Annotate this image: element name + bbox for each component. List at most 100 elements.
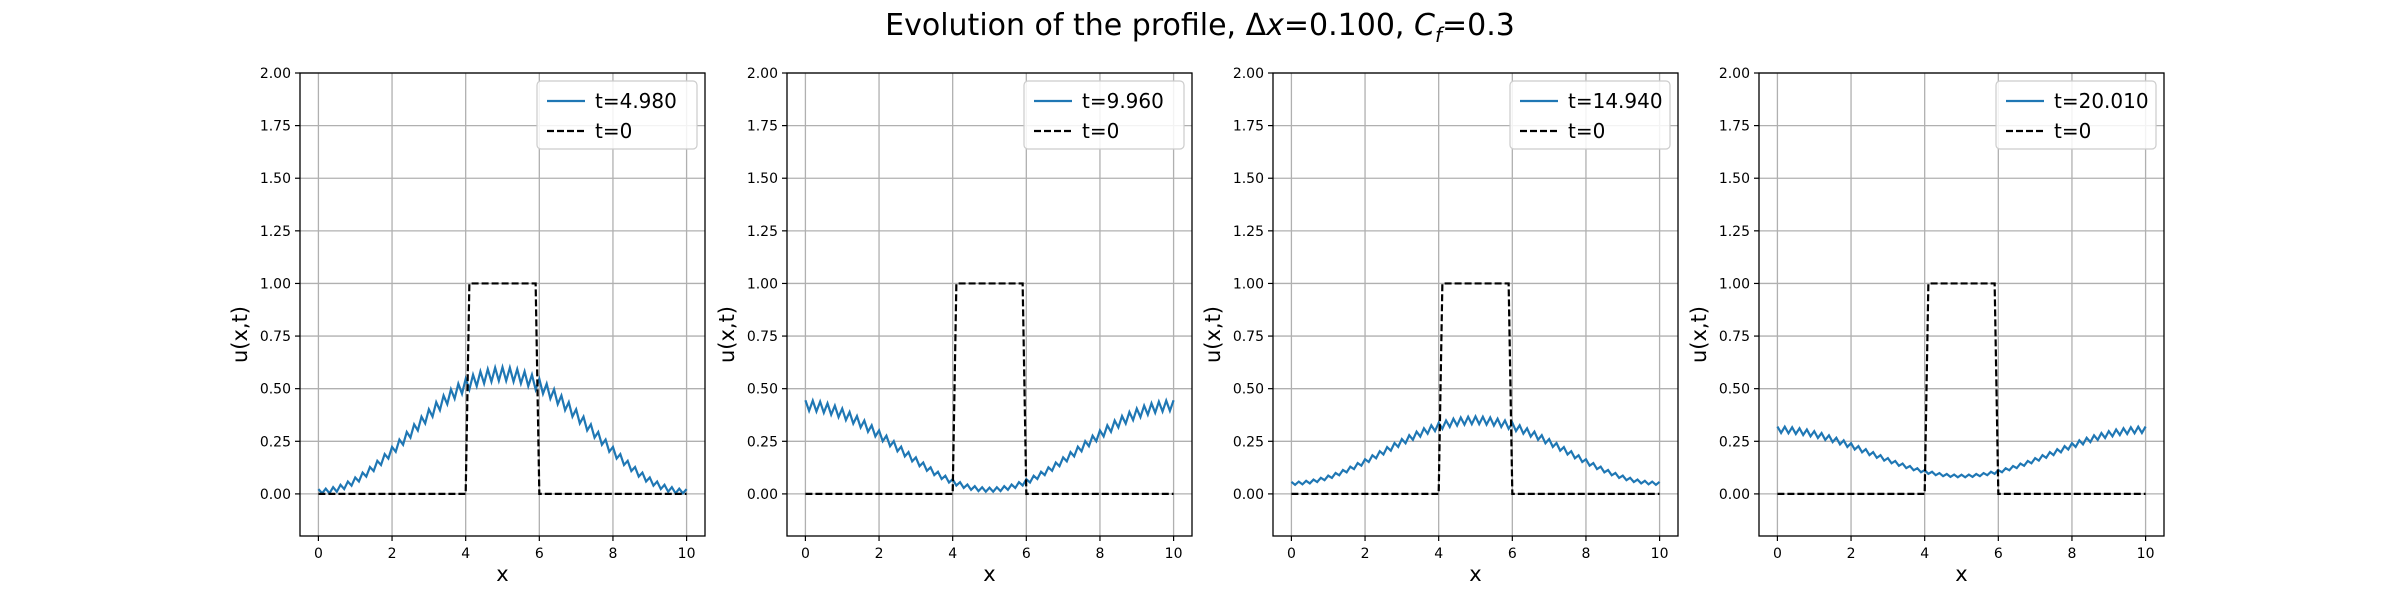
y-tick-label: 1.00 [747, 276, 778, 292]
x-tick-label: 0 [1287, 546, 1296, 562]
x-tick-label: 0 [1773, 546, 1782, 562]
axes-frame [1272, 72, 1679, 537]
x-tick-label: 8 [1581, 546, 1590, 562]
x-tick-label: 10 [2137, 546, 2155, 562]
x-tick-label: 10 [678, 546, 696, 562]
y-tick-label: 1.75 [1233, 119, 1264, 135]
x-axis-label: x [983, 562, 995, 586]
x-tick-label: 6 [535, 546, 544, 562]
title-var-x: x [1266, 8, 1284, 43]
legend-label: t=20.010 [2054, 89, 2149, 113]
y-tick-label: 1.50 [747, 171, 778, 187]
x-tick-label: 0 [801, 546, 810, 562]
legend: t=14.940 t=0 [1509, 80, 1671, 150]
legend-label: t=9.960 [1082, 89, 1164, 113]
y-tick-label: 0.25 [1719, 434, 1750, 450]
x-tick-label: 8 [608, 546, 617, 562]
y-tick-label: 0.50 [747, 382, 778, 398]
y-tick-label: 2.00 [1719, 66, 1750, 82]
y-tick-label: 2.00 [747, 66, 778, 82]
x-axis-label: x [1469, 562, 1481, 586]
x-tick-label: 0 [314, 546, 323, 562]
y-tick-label: 2.00 [260, 66, 291, 82]
y-tick-label: 0.00 [1233, 487, 1264, 503]
y-tick-label: 2.00 [1233, 66, 1264, 82]
y-tick-label: 1.75 [1719, 119, 1750, 135]
title-after-c: =0.3 [1442, 8, 1515, 43]
legend: t=9.960 t=0 [1023, 80, 1185, 150]
initial-condition-line [805, 282, 1174, 496]
x-tick-label: 2 [1361, 546, 1370, 562]
y-tick-label: 1.00 [1719, 276, 1750, 292]
x-tick-label: 6 [1508, 546, 1517, 562]
y-tick-label: 0.75 [260, 329, 291, 345]
profile-line [1290, 413, 1661, 487]
y-axis-label: u(x,t) [715, 306, 739, 363]
profile-line [804, 397, 1175, 494]
title-sub-f: f [1434, 23, 1442, 47]
initial-condition-line [1777, 282, 2146, 496]
x-tick-label: 8 [1095, 546, 1104, 562]
x-tick-label: 4 [461, 546, 470, 562]
y-tick-label: 0.75 [1233, 329, 1264, 345]
axes-frame [299, 72, 706, 537]
y-axis-label: u(x,t) [228, 306, 252, 363]
initial-condition-line [1291, 282, 1660, 496]
y-tick-label: 0.00 [260, 487, 291, 503]
y-tick-label: 0.00 [747, 487, 778, 503]
legend-label: t=0 [1082, 119, 1119, 143]
y-tick-label: 1.75 [260, 119, 291, 135]
y-axis-label: u(x,t) [1201, 306, 1225, 363]
y-tick-label: 0.25 [260, 434, 291, 450]
title-var-c: C [1414, 8, 1435, 43]
title-after-x: =0.100, [1283, 8, 1414, 43]
y-tick-label: 0.50 [1233, 382, 1264, 398]
profile-line [317, 363, 688, 496]
x-tick-label: 10 [1165, 546, 1183, 562]
legend-label: t=0 [1568, 119, 1605, 143]
x-tick-label: 4 [1920, 546, 1929, 562]
x-tick-label: 2 [875, 546, 884, 562]
subplot-2: 0 2 4 6 8 10 0.00 0.25 0.50 0.75 1.00 1.25 1.50 1.75 2… [715, 66, 1193, 586]
x-tick-label: 2 [388, 546, 397, 562]
title-prefix: Evolution of the profile, Δ [885, 8, 1267, 43]
y-tick-label: 0.25 [747, 434, 778, 450]
legend-label: t=0 [595, 119, 632, 143]
legend-label: t=4.980 [595, 89, 677, 113]
y-tick-label: 1.50 [260, 171, 291, 187]
x-tick-label: 6 [1994, 546, 2003, 562]
y-axis-label: u(x,t) [1687, 306, 1711, 363]
y-tick-label: 0.75 [747, 329, 778, 345]
y-tick-label: 0.75 [1719, 329, 1750, 345]
initial-condition-line [318, 282, 687, 496]
x-tick-label: 6 [1022, 546, 1031, 562]
x-axis-label: x [1955, 562, 1967, 586]
y-tick-label: 0.25 [1233, 434, 1264, 450]
y-tick-label: 1.50 [1233, 171, 1264, 187]
x-tick-label: 10 [1651, 546, 1669, 562]
legend-label: t=0 [2054, 119, 2091, 143]
y-tick-label: 1.25 [1719, 224, 1750, 240]
y-tick-label: 1.00 [260, 276, 291, 292]
x-axis-label: x [496, 562, 508, 586]
axes-frame [786, 72, 1193, 537]
legend-label: t=14.940 [1568, 89, 1663, 113]
x-tick-label: 8 [2067, 546, 2076, 562]
subplot-4: 0 2 4 6 8 10 0.00 0.25 0.50 0.75 1.00 1.25 1.50 1.75 2… [1687, 66, 2165, 586]
subplot-3: 0 2 4 6 8 10 0.00 0.25 0.50 0.75 1.00 1.25 1.50 1.75 2… [1201, 66, 1679, 586]
y-tick-label: 1.75 [747, 119, 778, 135]
axes-frame [1758, 72, 2165, 537]
y-tick-label: 0.00 [1719, 487, 1750, 503]
y-tick-label: 0.50 [1719, 382, 1750, 398]
x-tick-label: 4 [1434, 546, 1443, 562]
y-tick-label: 1.00 [1233, 276, 1264, 292]
subplot-1: 0 2 4 6 8 10 0.00 0.25 0.50 0.75 1.00 1.25 1.50 1.75 2… [228, 66, 706, 586]
y-tick-label: 1.25 [747, 224, 778, 240]
profile-line [1776, 424, 2147, 479]
y-tick-label: 0.50 [260, 382, 291, 398]
figure-title: Evolution of the profile, Δx=0.100, Cf=0… [0, 8, 2400, 47]
y-tick-label: 1.50 [1719, 171, 1750, 187]
y-tick-label: 1.25 [260, 224, 291, 240]
x-tick-label: 4 [948, 546, 957, 562]
